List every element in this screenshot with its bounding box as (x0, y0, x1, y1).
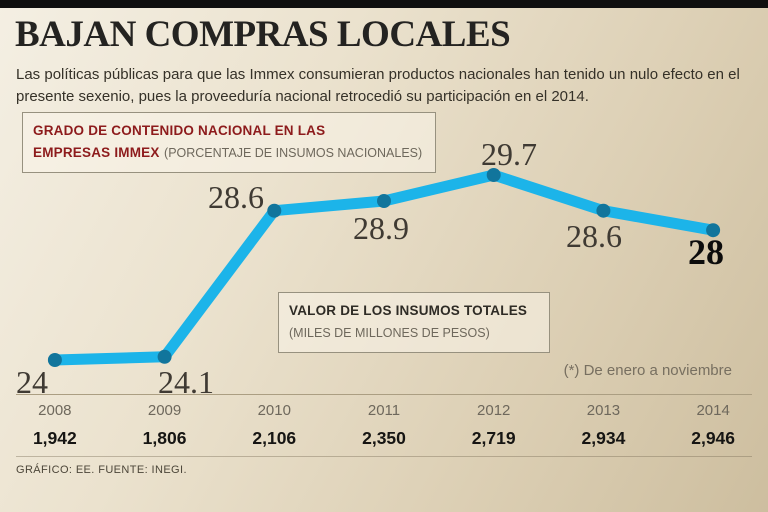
series-label-bold-2: EMPRESAS IMMEX (33, 145, 160, 161)
footnote: (*) De enero a noviembre (563, 362, 732, 379)
totals-row: 1,942 1,806 2,106 2,350 2,719 2,934 2,94… (0, 428, 768, 449)
series-label-line1: GRADO DE CONTENIDO NACIONAL EN LAS (33, 120, 425, 142)
series-label-unit: (MILES DE MILLONES DE PESOS) (289, 326, 490, 341)
data-label-2010: 28.6 (208, 179, 264, 215)
year-tick: 2013 (586, 402, 621, 419)
year-tick: 2008 (38, 402, 72, 419)
series-label-unit: (PORCENTAJE DE INSUMOS NACIONALES) (164, 146, 423, 161)
top-black-bar (0, 0, 768, 8)
total-value: 1,942 (32, 428, 77, 448)
series-label-line2: (MILES DE MILLONES DE PESOS) (289, 322, 539, 344)
data-label-2008: 24 (16, 364, 48, 400)
page-title: BAJAN COMPRAS LOCALES (15, 14, 511, 55)
series-label-line1: VALOR DE LOS INSUMOS TOTALES (289, 300, 539, 322)
year-tick: 2014 (696, 402, 730, 419)
total-value: 2,934 (581, 428, 626, 448)
data-label-2014: 28 (688, 232, 724, 272)
series-label-line2: EMPRESAS IMMEX (PORCENTAJE DE INSUMOS NA… (33, 142, 425, 164)
total-value: 2,106 (252, 428, 297, 448)
total-value: 2,350 (362, 428, 406, 448)
data-label-2011: 28.9 (353, 210, 409, 246)
series-label-bold: VALOR DE LOS INSUMOS TOTALES (289, 303, 528, 318)
data-label-2009: 24.1 (158, 364, 214, 400)
total-value: 2,719 (471, 428, 516, 448)
axis-separator-line (16, 394, 752, 395)
data-label-2012: 29.7 (481, 136, 537, 172)
year-tick: 2009 (147, 402, 182, 419)
year-tick: 2012 (477, 402, 511, 419)
series-label-box-total-inputs: VALOR DE LOS INSUMOS TOTALES (MILES DE M… (278, 292, 550, 353)
series-label-box-national-content: GRADO DE CONTENIDO NACIONAL EN LAS EMPRE… (22, 112, 436, 173)
year-tick: 2010 (257, 402, 291, 419)
footer-separator-line (16, 456, 752, 457)
series-label-bold: GRADO DE CONTENIDO NACIONAL EN LAS (33, 123, 326, 138)
year-tick: 2011 (367, 402, 401, 419)
source-credit: GRÁFICO: EE. FUENTE: INEGI. (16, 464, 187, 476)
chart-description: Las políticas públicas para que las Imme… (16, 66, 740, 105)
total-value: 1,806 (142, 428, 187, 448)
total-value: 2,946 (691, 428, 736, 448)
x-axis-years: 2008 2009 2010 2011 2012 2013 2014 (0, 402, 768, 419)
data-label-2013: 28.6 (566, 218, 622, 254)
